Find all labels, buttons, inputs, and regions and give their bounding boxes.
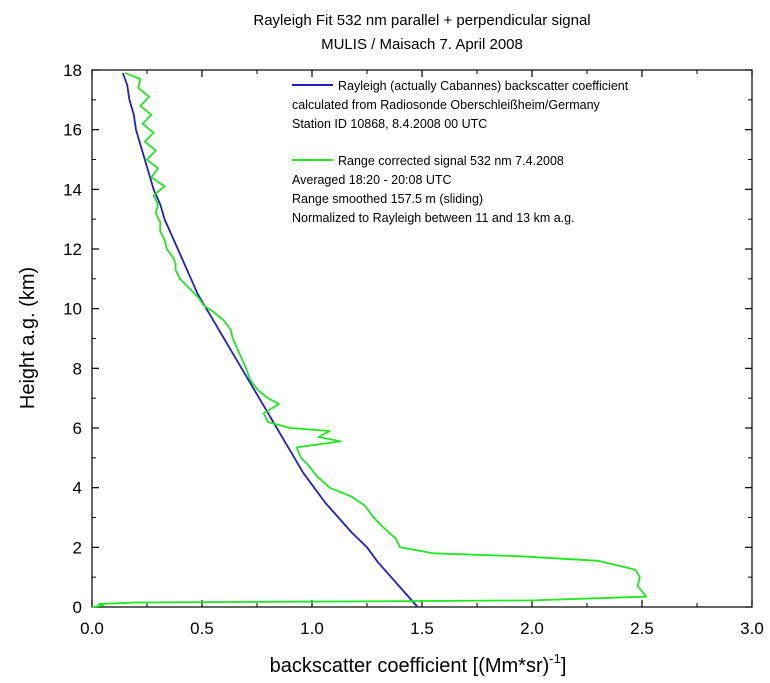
range-corrected-signal-line [91, 72, 648, 608]
x-tick-label: 3.0 [740, 619, 764, 638]
chart-title: Rayleigh Fit 532 nm parallel + perpendic… [253, 12, 590, 29]
legend-text: Range smoothed 157.5 m (sliding) [292, 192, 483, 206]
legend-text: Station ID 10868, 8.4.2008 00 UTC [292, 117, 487, 131]
legend-text: Rayleigh (actually Cabannes) backscatter… [338, 79, 629, 93]
y-tick-label: 0 [73, 598, 82, 617]
x-axis-label-exponent: -1 [549, 651, 561, 666]
plot-frame [91, 69, 753, 608]
legend-text: Normalized to Rayleigh between 11 and 13… [292, 211, 575, 225]
legend-entry-signal: Range corrected signal 532 nm 7.4.2008 Av… [292, 154, 575, 225]
legend: Rayleigh (actually Cabannes) backscatter… [292, 79, 629, 225]
x-axis-label: backscatter coefficient [(Mm*sr)-1] [270, 651, 567, 677]
x-tick-label: 2.0 [520, 619, 544, 638]
y-tick-label: 10 [63, 300, 82, 319]
x-axis-label-end: ] [561, 655, 567, 677]
rayleigh-series-line [121, 72, 419, 608]
x-tick-label: 2.5 [630, 619, 654, 638]
legend-text: Range corrected signal 532 nm 7.4.2008 [338, 154, 564, 168]
y-tick-label: 6 [73, 419, 82, 438]
legend-text: calculated from Radiosonde Oberschleißhe… [292, 98, 601, 112]
y-tick-label: 18 [63, 61, 82, 80]
y-tick-label: 14 [63, 180, 82, 199]
y-tick-label: 4 [73, 479, 82, 498]
legend-text: Averaged 18:20 - 20:08 UTC [292, 173, 452, 187]
legend-entry-rayleigh: Rayleigh (actually Cabannes) backscatter… [292, 79, 629, 131]
y-tick-label: 2 [73, 538, 82, 557]
x-axis: 0.0 0.5 1.0 1.5 2.0 2.5 3.0 [80, 70, 764, 638]
chart-subtitle: MULIS / Maisach 7. April 2008 [321, 36, 523, 53]
y-tick-label: 16 [63, 121, 82, 140]
y-tick-label: 8 [73, 359, 82, 378]
y-tick-label: 12 [63, 240, 82, 259]
series-layer [91, 72, 648, 608]
y-axis: 0 2 4 6 8 10 12 14 16 18 [63, 61, 752, 617]
x-axis-label-main: backscatter coefficient [(Mm*sr) [270, 655, 550, 677]
x-tick-label: 1.0 [300, 619, 324, 638]
y-axis-label: Height a.g. (km) [17, 267, 39, 409]
x-tick-label: 0.5 [190, 619, 214, 638]
x-tick-label: 0.0 [80, 619, 104, 638]
x-tick-label: 1.5 [410, 619, 434, 638]
